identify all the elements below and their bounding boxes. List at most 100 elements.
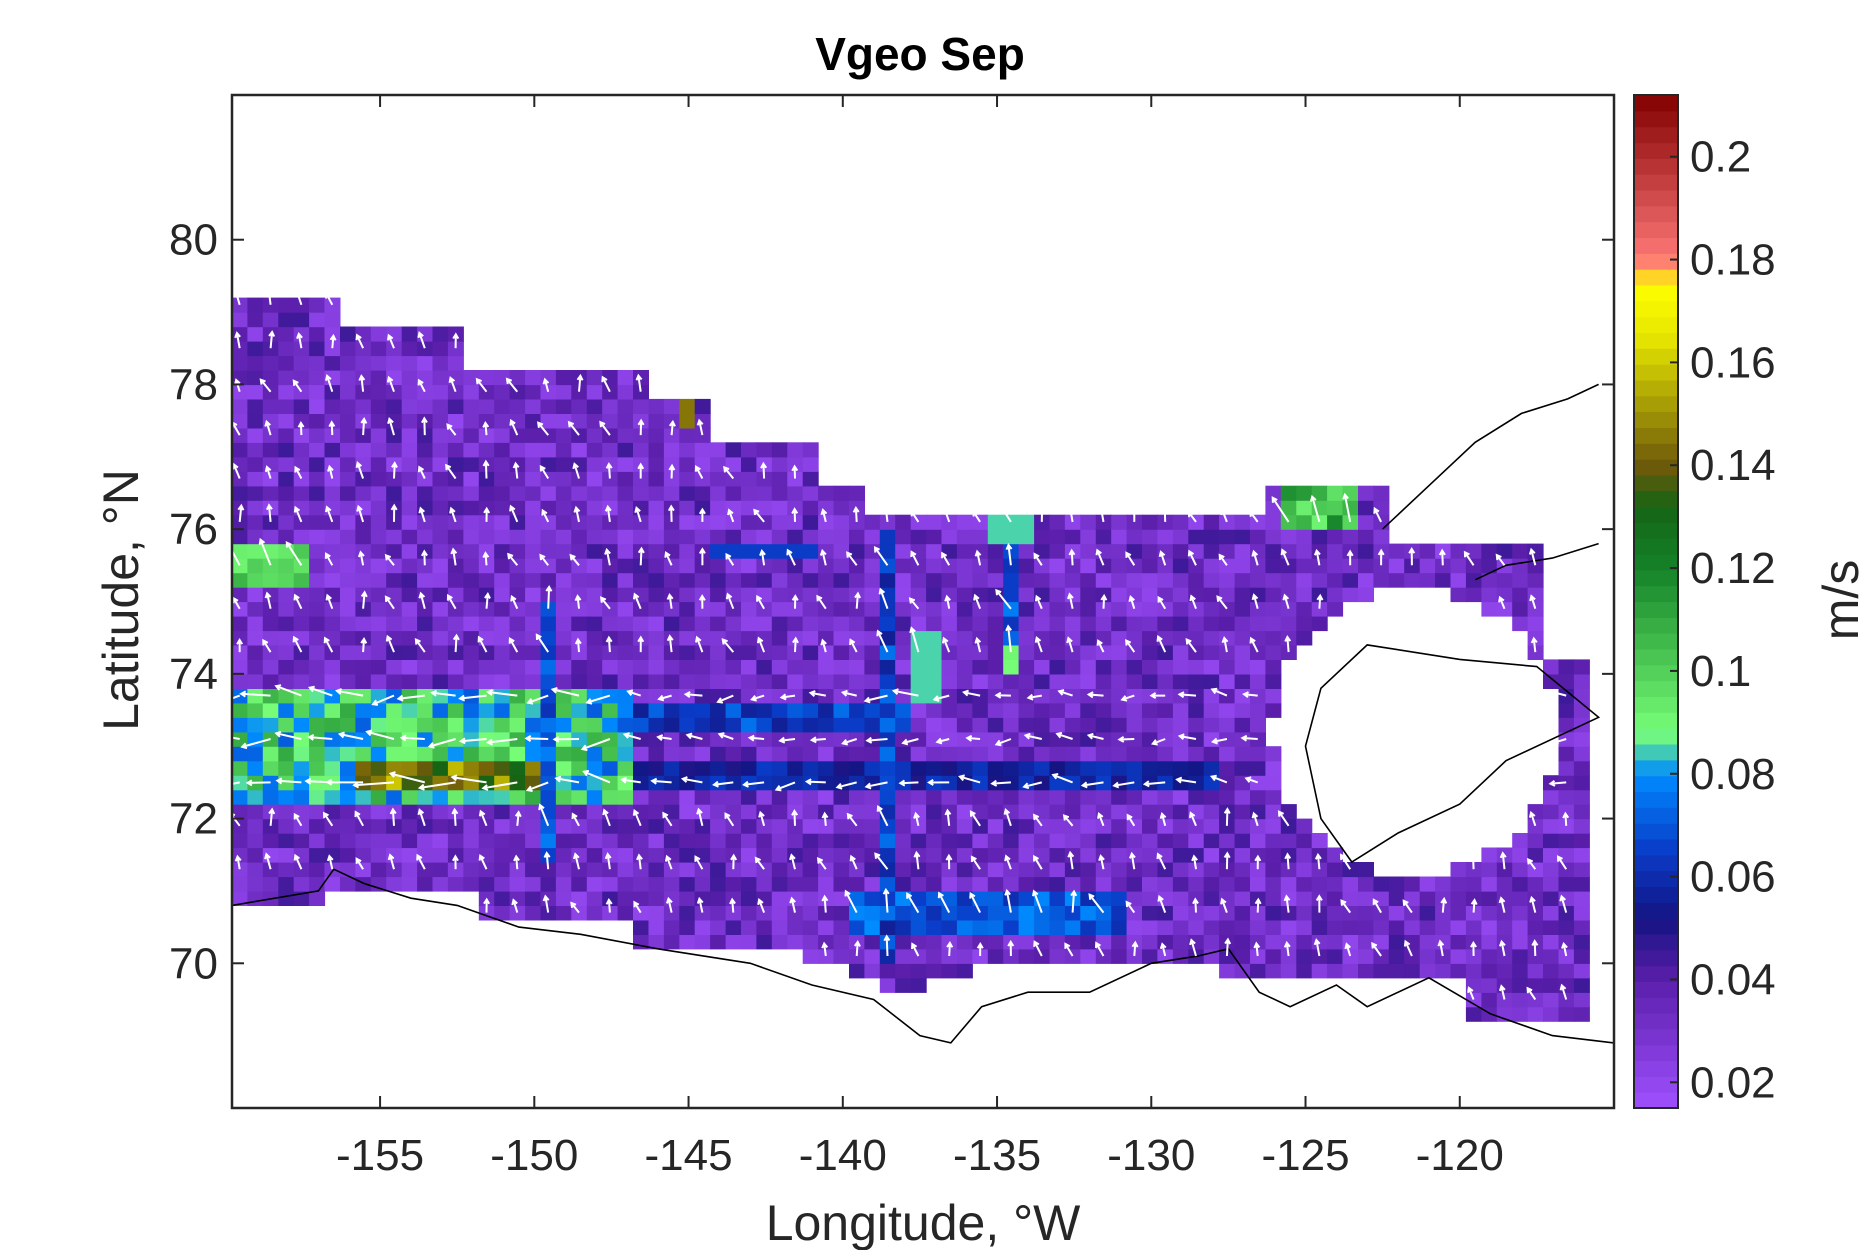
heatmap-cell xyxy=(571,833,588,849)
heatmap-cell xyxy=(355,644,372,660)
heatmap-cell xyxy=(1527,543,1544,559)
heatmap-cell xyxy=(725,673,742,689)
velocity-arrow xyxy=(1529,895,1537,913)
velocity-arrow xyxy=(665,896,673,913)
heatmap-cell xyxy=(1358,890,1374,906)
velocity-arrow xyxy=(507,552,519,566)
heatmap-cell xyxy=(1558,702,1575,718)
heatmap-cell xyxy=(463,833,480,849)
heatmap-cell xyxy=(910,688,927,704)
heatmap-cell xyxy=(710,702,727,718)
heatmap-cell xyxy=(833,587,850,603)
velocity-arrow xyxy=(1097,504,1105,523)
heatmap-cell xyxy=(324,789,341,805)
heatmap-cell xyxy=(1064,862,1081,878)
heatmap-cell xyxy=(1265,963,1282,979)
heatmap-cell xyxy=(432,370,449,386)
velocity-arrow xyxy=(605,635,613,653)
heatmap-cell xyxy=(679,659,696,675)
velocity-arrow xyxy=(384,553,395,566)
heatmap-cell xyxy=(941,789,958,805)
heatmap-cell xyxy=(555,847,572,863)
heatmap-cell xyxy=(1111,644,1128,660)
colorbar-gradient xyxy=(1634,95,1678,1109)
heatmap-cell xyxy=(849,702,865,718)
heatmap-cell xyxy=(432,775,449,791)
velocity-arrow xyxy=(840,689,857,697)
velocity-arrow xyxy=(863,694,888,704)
heatmap-cell xyxy=(710,471,727,487)
heatmap-cell xyxy=(262,644,279,660)
heatmap-cell xyxy=(694,919,711,935)
heatmap-cell xyxy=(340,876,356,892)
heatmap-cell xyxy=(802,442,819,458)
heatmap-cell xyxy=(679,919,696,935)
heatmap-cell xyxy=(1003,789,1020,805)
velocity-arrow xyxy=(1559,894,1568,913)
velocity-arrow xyxy=(1562,811,1570,826)
velocity-arrow xyxy=(808,690,826,697)
velocity-arrow xyxy=(234,331,241,349)
heatmap-cell xyxy=(663,934,680,950)
heatmap-cell xyxy=(910,919,927,935)
heatmap-cell xyxy=(232,326,248,342)
heatmap-cell xyxy=(247,312,264,328)
heatmap-cell xyxy=(787,847,804,863)
heatmap-cell xyxy=(540,616,557,632)
heatmap-cell xyxy=(879,601,896,617)
velocity-arrow xyxy=(756,636,766,653)
heatmap-cell xyxy=(833,804,850,820)
heatmap-cell xyxy=(1280,500,1297,516)
velocity-arrow xyxy=(387,853,395,870)
heatmap-cell xyxy=(340,659,356,675)
heatmap-cell xyxy=(432,558,449,574)
velocity-arrow xyxy=(446,423,457,436)
velocity-arrow xyxy=(1528,547,1537,566)
velocity-arrow xyxy=(961,689,981,697)
heatmap-cell xyxy=(694,529,711,545)
heatmap-cell xyxy=(1419,905,1436,921)
heatmap-cell xyxy=(262,717,279,733)
heatmap-cell xyxy=(309,847,326,863)
heatmap-cell xyxy=(370,876,387,892)
heatmap-cell xyxy=(787,616,804,632)
heatmap-cell xyxy=(910,644,927,660)
velocity-arrow xyxy=(482,459,490,479)
velocity-arrow xyxy=(1070,889,1078,913)
velocity-arrow xyxy=(325,373,334,393)
heatmap-cell xyxy=(602,659,619,675)
heatmap-cell xyxy=(756,847,773,863)
velocity-arrow xyxy=(994,738,1012,747)
heatmap-cell xyxy=(509,818,526,834)
heatmap-cell xyxy=(1018,847,1035,863)
heatmap-cell xyxy=(247,514,264,530)
heatmap-cell xyxy=(401,702,418,718)
heatmap-cell xyxy=(478,529,495,545)
heatmap-cell xyxy=(509,717,526,733)
heatmap-cell xyxy=(401,413,418,429)
heatmap-cell xyxy=(417,384,434,400)
velocity-arrow xyxy=(541,508,550,523)
heatmap-cell xyxy=(987,514,1004,530)
heatmap-cell xyxy=(1311,572,1328,588)
heatmap-cell xyxy=(787,558,804,574)
heatmap-cell xyxy=(1157,702,1174,718)
heatmap-cell xyxy=(1203,644,1220,660)
heatmap-cell xyxy=(1188,775,1205,791)
heatmap-cell xyxy=(463,731,480,747)
heatmap-cell xyxy=(864,529,881,545)
colorbar-segment xyxy=(1634,965,1678,982)
heatmap-cell xyxy=(1034,789,1051,805)
velocity-arrow xyxy=(525,781,549,792)
heatmap-cell xyxy=(926,919,943,935)
heatmap-cell xyxy=(849,948,865,964)
heatmap-cell xyxy=(956,630,973,646)
heatmap-cell xyxy=(1496,572,1513,588)
heatmap-cell xyxy=(849,514,865,530)
heatmap-cell xyxy=(756,500,773,516)
heatmap-cell xyxy=(509,775,526,791)
heatmap-cell xyxy=(849,876,865,892)
heatmap-cell xyxy=(447,398,464,414)
heatmap-cell xyxy=(1172,572,1189,588)
velocity-arrow xyxy=(232,543,241,566)
